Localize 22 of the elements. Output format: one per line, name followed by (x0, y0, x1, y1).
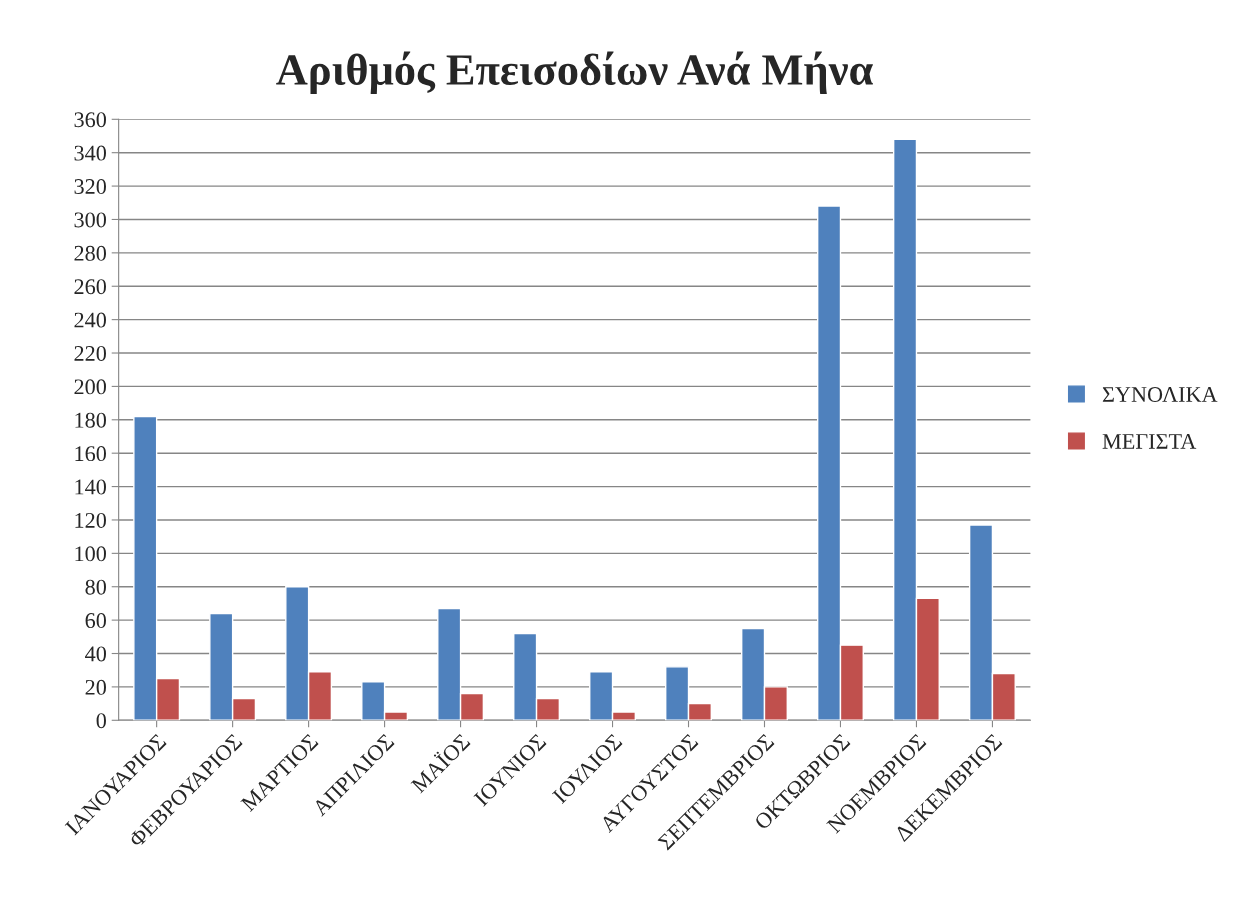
y-tick-label: 200 (74, 379, 106, 395)
y-tick-label: 0 (96, 713, 106, 729)
y-tick-label: 180 (75, 412, 106, 428)
y-tick-label: 260 (74, 279, 106, 295)
y-tick-label: 220 (74, 345, 106, 361)
y-tick-label: 140 (75, 479, 106, 495)
legend-label: ΜΕΓΙΣΤΑ (1102, 434, 1197, 449)
y-tick-label: 80 (85, 579, 106, 595)
y-tick-label: 240 (74, 312, 106, 328)
y-tick-label: 360 (74, 112, 106, 128)
y-tick-label: 340 (74, 145, 106, 161)
y-tick-label: 20 (85, 679, 106, 695)
legend-label: ΣΥΝΟΛΙΚΑ (1102, 387, 1218, 402)
y-tick-label: 280 (74, 245, 106, 261)
y-tick-label: 300 (74, 212, 106, 228)
y-tick-label: 60 (85, 613, 106, 629)
y-tick-label: 120 (75, 512, 106, 528)
y-tick-label: 100 (75, 546, 106, 562)
y-tick-label: 160 (75, 446, 106, 462)
y-tick-label: 320 (74, 179, 106, 195)
chart-title: Αριθμός Επεισοδίων Ανά Μήνα (276, 51, 873, 95)
y-tick-label: 40 (85, 646, 106, 662)
